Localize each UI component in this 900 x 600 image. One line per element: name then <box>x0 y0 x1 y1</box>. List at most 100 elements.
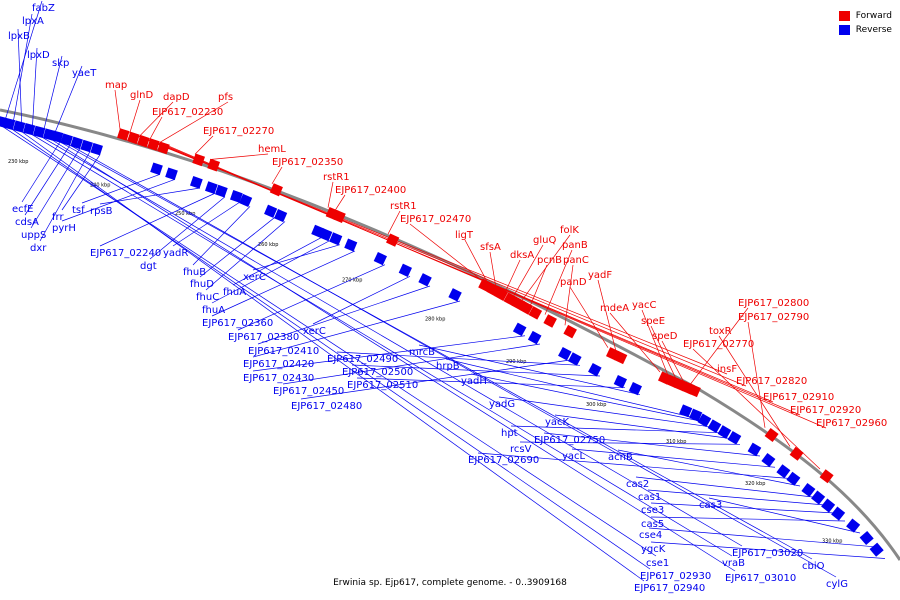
reverse-gene <box>717 425 732 439</box>
reverse-leader-line <box>498 396 711 428</box>
reverse-leader-line <box>519 441 741 445</box>
reverse-leader-line <box>470 373 701 422</box>
reverse-gene <box>274 209 288 223</box>
reverse-gene-label: lpxA <box>22 16 44 27</box>
reverse-gene-label: yacL <box>562 451 586 462</box>
forward-gene <box>519 301 534 315</box>
forward-gene-label: speE <box>641 316 665 327</box>
reverse-gene <box>23 123 36 136</box>
reverse-gene-label: EJP617_02410 <box>248 346 319 357</box>
reverse-gene <box>761 453 776 468</box>
scale-tick-label: 310 kbp <box>666 439 686 445</box>
reverse-gene <box>821 498 836 513</box>
legend-reverse-label: Reverse <box>855 25 892 35</box>
figure-caption: Erwinia sp. Ejp617, complete genome. - 0… <box>333 578 567 588</box>
forward-leader-line <box>689 307 749 385</box>
reverse-leader-line <box>41 136 743 547</box>
reverse-leader-line <box>41 55 63 138</box>
reverse-gene-label: yadG <box>489 399 515 410</box>
forward-gene-label: EJP617_02790 <box>738 312 809 323</box>
reverse-gene <box>859 530 874 546</box>
reverse-gene-label: EJP617_02480 <box>291 401 362 412</box>
reverse-gene <box>846 518 861 533</box>
reverse-gene <box>727 430 742 445</box>
reverse-gene-label: EJP617_02430 <box>243 373 314 384</box>
reverse-gene <box>527 330 542 345</box>
forward-gene-label: EJP617_02920 <box>790 405 861 416</box>
forward-gene <box>687 384 701 398</box>
forward-leader-line <box>489 251 497 288</box>
reverse-gene <box>344 238 358 252</box>
forward-gene-label: yadF <box>588 270 612 281</box>
forward-gene <box>563 324 577 339</box>
reverse-gene <box>264 204 278 218</box>
reverse-gene-label: EJP617_02500 <box>342 367 413 378</box>
reverse-leader-line <box>232 236 323 286</box>
reverse-gene-label: ecfE <box>12 204 34 215</box>
reverse-gene-label: EJP617_02360 <box>202 318 273 329</box>
reverse-leader-line <box>510 425 721 434</box>
reverse-gene-label: EJP617_02510 <box>347 380 418 391</box>
reverse-gene-label: mrcB <box>409 347 435 358</box>
forward-leader-line <box>718 335 791 447</box>
forward-leader-line <box>747 321 766 428</box>
reverse-leader-line <box>61 179 176 222</box>
reverse-leader-line <box>282 343 541 385</box>
reverse-gene <box>512 322 527 337</box>
forward-gene-label: dksA <box>510 250 534 261</box>
reverse-gene <box>204 181 218 195</box>
forward-leader-line <box>327 181 334 208</box>
reverse-leader-line <box>2 0 43 127</box>
legend: Forward Reverse <box>838 9 892 37</box>
forward-gene <box>614 350 628 365</box>
genome-backbone <box>0 108 900 561</box>
forward-gene <box>819 469 834 484</box>
reverse-leader-line <box>31 47 38 135</box>
reverse-leader-line <box>571 448 776 468</box>
reverse-gene-label: acnB <box>608 452 633 463</box>
reverse-leader-line <box>252 335 526 372</box>
reverse-leader-line <box>211 240 331 304</box>
forward-gene-label: gluQ <box>533 235 556 246</box>
forward-gene-label: EJP617_02910 <box>763 392 834 403</box>
scale-tick-label: 250 kbp <box>175 211 195 217</box>
forward-gene-label: EJP617_02470 <box>400 214 471 225</box>
reverse-gene-label: cse4 <box>639 530 662 541</box>
forward-gene-label: sfsA <box>480 242 501 253</box>
scale-tick-label: 320 kbp <box>745 481 765 487</box>
reverse-leader-line <box>635 476 816 498</box>
forward-gene-label: EJP617_02960 <box>816 418 887 429</box>
forward-leader-line <box>387 210 401 235</box>
reverse-leader-line <box>59 141 813 560</box>
reverse-gene-label: cas5 <box>641 519 664 530</box>
forward-gene-label: ligT <box>455 230 474 241</box>
forward-gene <box>543 314 557 328</box>
forward-gene-label: speD <box>652 331 678 342</box>
forward-gene-label: yacC <box>632 300 657 311</box>
forward-swatch <box>838 11 850 21</box>
forward-gene-label: EJP617_02350 <box>272 157 343 168</box>
reverse-gene <box>786 471 801 486</box>
reverse-leader-line <box>237 264 386 331</box>
forward-gene-label: panB <box>562 240 588 251</box>
reverse-gene <box>697 413 712 428</box>
reverse-swatch <box>838 25 850 35</box>
reverse-gene-label: cbiO <box>802 561 825 572</box>
reverse-gene <box>776 464 791 479</box>
reverse-leader-line <box>24 144 71 216</box>
scale-tick-label: 260 kbp <box>258 242 278 248</box>
forward-leader-line <box>661 340 685 383</box>
reverse-gene <box>448 288 462 302</box>
reverse-gene-label: vraB <box>722 558 745 569</box>
forward-leader-line <box>529 264 548 307</box>
forward-gene-label: EJP617_02400 <box>335 185 406 196</box>
reverse-leader-line <box>708 497 861 534</box>
forward-leader-line <box>544 249 573 315</box>
forward-leader-line <box>512 244 544 298</box>
reverse-gene <box>689 408 703 422</box>
reverse-gene <box>229 190 243 203</box>
reverse-gene <box>707 419 722 434</box>
reverse-gene <box>150 162 163 176</box>
reverse-gene-label: fhuD <box>190 279 214 290</box>
